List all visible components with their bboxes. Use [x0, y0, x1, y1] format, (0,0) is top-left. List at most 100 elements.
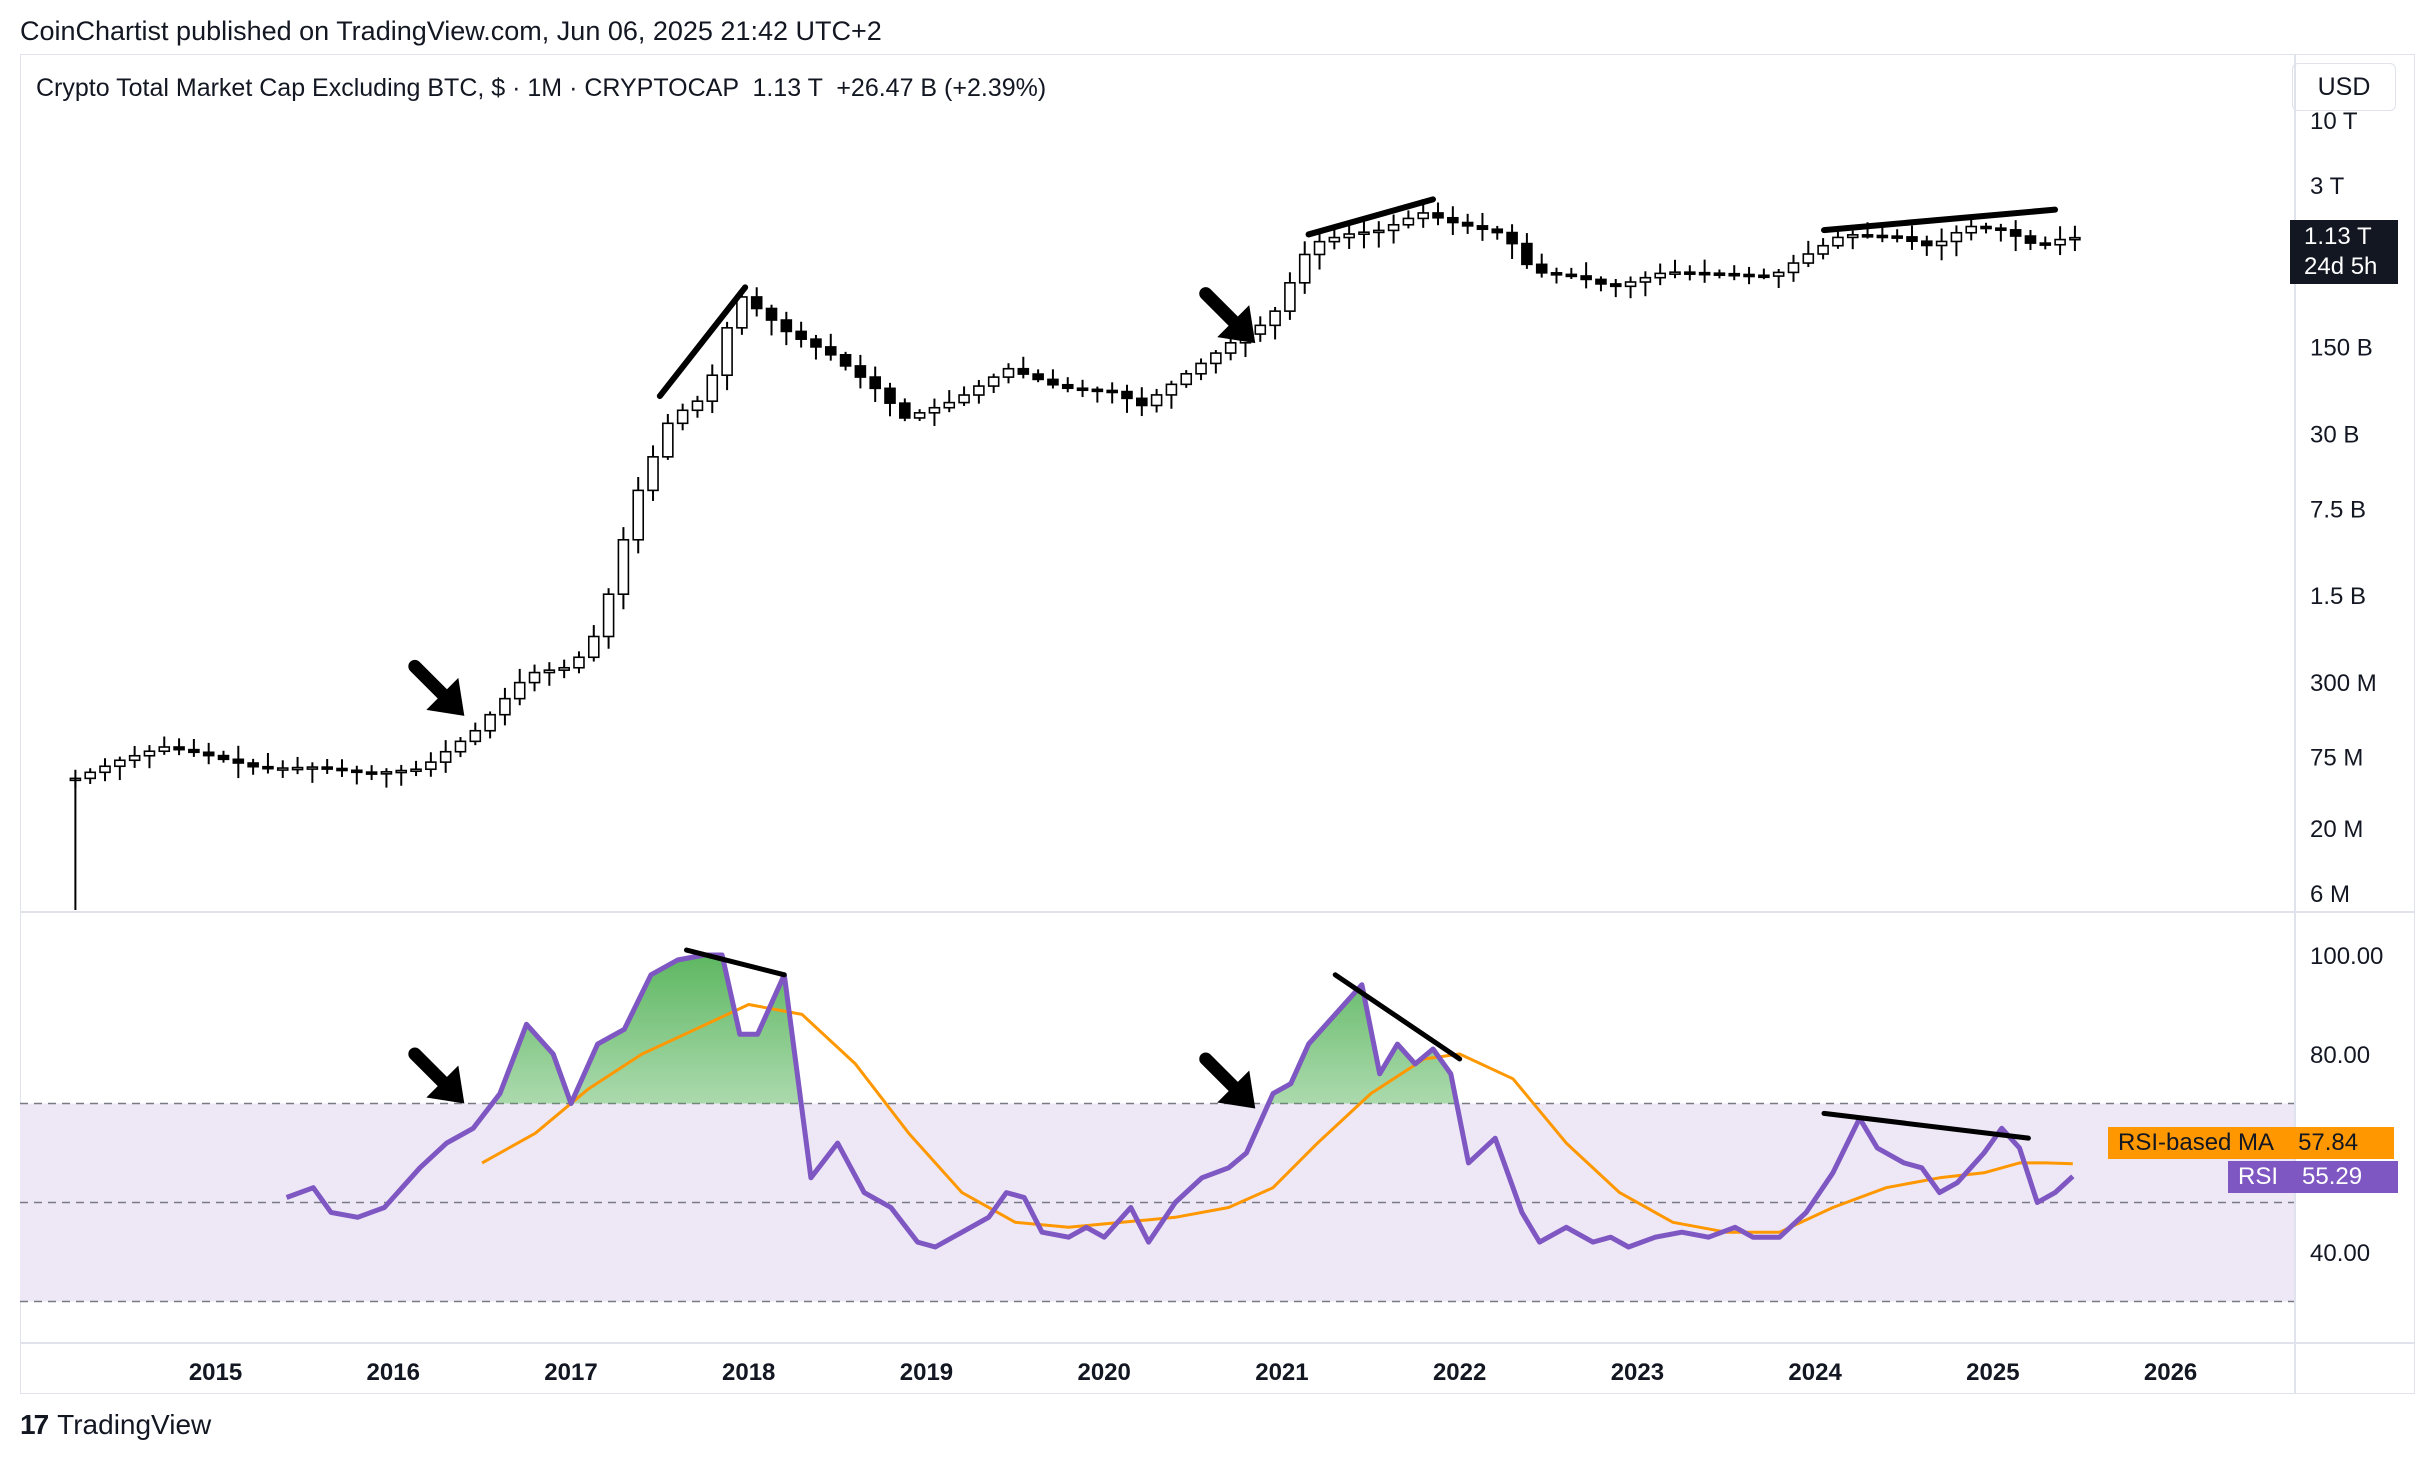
candle-body-up: [958, 394, 970, 404]
candle: [1758, 268, 1770, 280]
candle-body-down: [780, 319, 793, 333]
candle: [1091, 386, 1104, 403]
candle: [558, 659, 570, 679]
candle: [1195, 358, 1207, 381]
candle-body-down: [1743, 273, 1755, 278]
candle-body-up: [928, 406, 941, 414]
candle: [499, 687, 511, 726]
candle: [1713, 269, 1726, 279]
candle: [336, 759, 348, 777]
candle: [276, 760, 289, 778]
candle-body-down: [1698, 271, 1711, 276]
last-price-value: 1.13 T: [2304, 223, 2372, 250]
candle-body-up: [602, 593, 615, 638]
rsi-arrow-head: [1217, 1070, 1256, 1109]
currency-button[interactable]: USD: [2292, 63, 2396, 111]
candle-body-down: [1047, 378, 1059, 386]
candle-body-up: [395, 769, 408, 774]
candle-body-up: [973, 385, 985, 396]
candle-body-up: [1328, 236, 1341, 243]
candle: [1891, 229, 1903, 243]
price-arrow-head: [426, 677, 465, 716]
candle-body-down: [899, 402, 911, 419]
candle: [425, 752, 437, 777]
candle-body-down: [854, 365, 867, 378]
candle: [2039, 236, 2052, 250]
bar-countdown: 24d 5h: [2304, 253, 2378, 280]
candle-body-down: [839, 353, 852, 367]
candle-body-down: [2039, 242, 2052, 246]
candle: [1698, 259, 1711, 283]
candle-body-down: [1906, 236, 1918, 243]
candle-body-down: [795, 330, 807, 340]
candle-body-down: [1595, 278, 1607, 285]
candle-body-up: [84, 771, 97, 780]
price-tick-label: 30 B: [2310, 421, 2359, 448]
candle-body-up: [676, 409, 689, 425]
price-trendline: [1821, 206, 2059, 234]
candle: [1032, 369, 1044, 383]
candle-body-down: [750, 296, 763, 310]
candle: [143, 745, 156, 769]
candle: [202, 742, 215, 765]
candle: [884, 382, 896, 417]
candle: [1047, 369, 1059, 389]
candle: [1402, 210, 1415, 229]
rsi-value: 55.29: [2288, 1161, 2399, 1193]
time-tick-label: 2024: [1788, 1359, 1842, 1386]
candle-body-down: [1432, 212, 1444, 219]
candle-body-down: [869, 376, 881, 390]
candle: [1284, 272, 1296, 320]
candle: [1432, 202, 1444, 226]
tradingview-footer[interactable]: 17 TradingView: [20, 1409, 211, 1441]
candle: [439, 740, 452, 773]
price-tick-label: 7.5 B: [2310, 496, 2366, 523]
price-trendline: [656, 284, 749, 400]
candle: [1935, 228, 1948, 261]
candle-body-down: [1980, 225, 1992, 230]
candle-body-up: [1935, 240, 1948, 247]
candle: [2054, 226, 2066, 256]
candle-body-up: [647, 456, 659, 492]
candle: [1565, 267, 1578, 279]
candle: [1609, 278, 1622, 298]
candle-body-up: [114, 759, 126, 768]
candle-body-down: [1861, 234, 1874, 238]
time-tick-label: 2016: [367, 1359, 420, 1386]
candle-body-up: [99, 765, 111, 774]
candle-body-down: [765, 307, 778, 321]
candle-body-up: [1787, 262, 1800, 274]
candle: [1906, 225, 1918, 250]
candle-body-up: [276, 767, 289, 771]
candle: [2069, 225, 2081, 252]
candle: [128, 746, 141, 768]
candle: [1447, 206, 1459, 236]
tradingview-brand: TradingView: [57, 1409, 212, 1440]
candle-body-down: [1491, 228, 1504, 234]
candle: [1920, 235, 1933, 256]
symbol-legend[interactable]: Crypto Total Market Cap Excluding BTC, $…: [36, 74, 1047, 102]
candle-body-down: [1017, 367, 1030, 375]
candle-body-up: [380, 771, 393, 775]
candle-body-up: [987, 376, 1000, 387]
candle-body-down: [232, 758, 245, 764]
candle: [765, 304, 778, 336]
candle-body-up: [1402, 217, 1415, 226]
candle-body-down: [1461, 221, 1474, 227]
price-tick-label: 20 M: [2310, 816, 2363, 843]
tradingview-logo-icon: 17: [20, 1409, 49, 1440]
candle-body-up: [662, 422, 674, 458]
candle: [647, 445, 659, 501]
candle: [1980, 222, 1992, 234]
candle: [973, 379, 985, 404]
price-tick-label: 300 M: [2310, 670, 2377, 697]
candle: [1254, 316, 1267, 342]
candle: [232, 745, 245, 779]
time-tick-label: 2017: [544, 1359, 597, 1386]
candle-body-up: [736, 296, 748, 329]
candle: [1076, 379, 1089, 398]
candle-body-up: [2069, 236, 2081, 241]
candle: [1743, 266, 1755, 285]
candle: [1106, 382, 1118, 404]
